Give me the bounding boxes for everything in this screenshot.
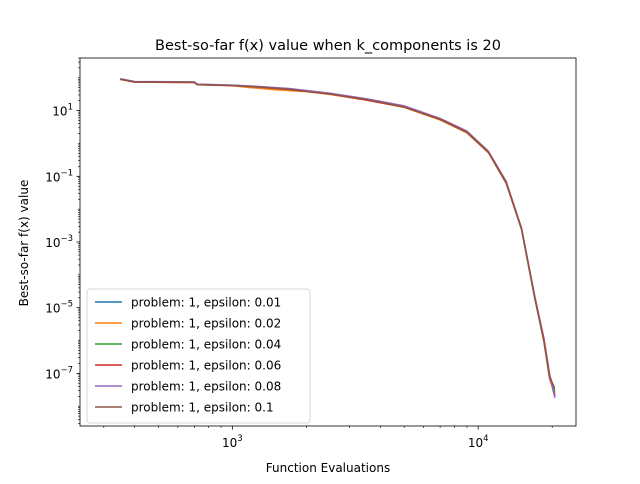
series-line-6: [120, 78, 556, 389]
x-tick-label: 104: [468, 434, 489, 450]
y-axis: 101 10−1 10−3 10−5 10−7: [45, 57, 80, 424]
y-axis-label: Best-so-far f(x) value: [17, 180, 31, 307]
legend-box: [86, 288, 311, 424]
y-tick-label: 10−1: [45, 168, 73, 184]
legend-label-6: problem: 1, epsilon: 0.1: [131, 401, 274, 415]
x-axis-label: Function Evaluations: [266, 461, 390, 475]
series-group: [120, 78, 556, 398]
legend: problem: 1, epsilon: 0.01 problem: 1, eps…: [86, 288, 311, 424]
x-axis: 103 104: [103, 426, 553, 450]
legend-label-1: problem: 1, epsilon: 0.01: [131, 296, 281, 310]
y-tick-label: 10−3: [45, 234, 73, 250]
chart-title: Best-so-far f(x) value when k_components…: [155, 38, 501, 54]
y-tick-label: 10−5: [45, 300, 73, 316]
legend-label-4: problem: 1, epsilon: 0.06: [131, 359, 281, 373]
x-tick-label: 103: [222, 434, 243, 450]
legend-label-2: problem: 1, epsilon: 0.02: [131, 317, 281, 331]
plot-area: 103 104 101 10−1 10−3 10−5 10−7: [45, 57, 577, 450]
y-tick-label: 101: [52, 103, 73, 119]
legend-label-5: problem: 1, epsilon: 0.08: [131, 380, 281, 394]
legend-label-3: problem: 1, epsilon: 0.04: [131, 338, 281, 352]
y-tick-label: 10−7: [45, 365, 73, 381]
plot-frame: [79, 57, 577, 427]
